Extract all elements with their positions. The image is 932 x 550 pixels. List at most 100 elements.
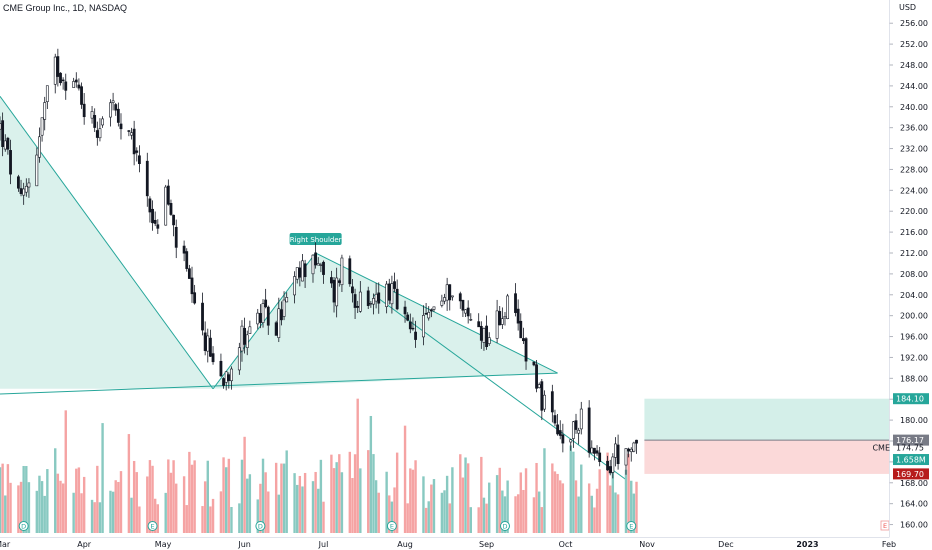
candle-body	[185, 251, 189, 269]
candle-body	[461, 299, 465, 311]
candle-body	[182, 245, 186, 254]
price-tick-label: 204.00	[900, 291, 928, 300]
last-close-label-bg	[893, 434, 929, 446]
candle-body	[330, 277, 333, 284]
volume-bar	[54, 448, 57, 533]
price-tick-label: 160.00	[900, 521, 928, 530]
candle-body	[274, 322, 278, 336]
candle-body	[322, 261, 325, 275]
candle-body	[95, 130, 99, 138]
candle-body	[516, 308, 520, 324]
candle-body	[393, 281, 396, 289]
volume-bar	[22, 465, 25, 533]
price-axis[interactable]: USD 256.00 252.00 248.00 244.00 240.00 236.00 2…	[889, 0, 929, 537]
candle-body	[627, 448, 631, 452]
candle-body	[624, 448, 628, 466]
candle-body	[190, 277, 194, 295]
candle-body	[243, 327, 247, 345]
volume-bar	[280, 463, 283, 533]
candle-body	[406, 314, 410, 321]
event-marker-label: E	[629, 523, 633, 531]
volume-bar	[498, 467, 501, 533]
volume-bar	[406, 503, 409, 533]
volume-bar	[595, 488, 599, 533]
volume-bar	[248, 474, 252, 533]
candle-body	[377, 292, 381, 304]
candle-body	[429, 309, 433, 312]
candle-body	[293, 276, 296, 296]
volume-bar	[314, 471, 317, 533]
volume-bar	[556, 473, 559, 533]
volume-bar	[464, 457, 467, 533]
candle-body	[45, 85, 49, 102]
volume-bar	[219, 491, 223, 533]
candle-body	[237, 347, 241, 371]
candle-body	[479, 325, 483, 341]
volume-bar	[322, 501, 325, 533]
volume-bar	[301, 486, 304, 533]
event-marker-label: D	[258, 523, 263, 531]
candle-body	[445, 284, 449, 301]
volume-label-bg	[893, 454, 929, 466]
volume-bar	[351, 478, 354, 533]
candle-body	[450, 295, 454, 298]
candle-body	[598, 452, 602, 462]
entry-price-label: 174.75	[896, 444, 924, 453]
volume-bar	[224, 467, 228, 533]
volume-bar	[445, 475, 449, 533]
candle-body	[222, 378, 225, 386]
candle-body	[80, 86, 83, 105]
candle-body	[606, 460, 609, 471]
candle-body	[593, 447, 596, 454]
volume-bar	[114, 480, 117, 533]
candle-body	[240, 325, 244, 352]
volume-bar	[90, 499, 94, 533]
candle-body	[319, 264, 323, 266]
candle-body	[280, 309, 283, 321]
volume-bar	[203, 481, 207, 533]
candle-body	[366, 290, 370, 306]
candle-body	[303, 263, 307, 278]
candle-body	[458, 293, 462, 302]
candle-body	[632, 442, 636, 452]
candle-body	[17, 176, 20, 189]
candle-body	[443, 297, 446, 302]
volume-bar	[451, 467, 454, 533]
volume-bar	[506, 480, 509, 533]
volume-bar	[466, 463, 470, 533]
candle-body	[111, 100, 115, 103]
candle-body	[348, 258, 352, 285]
time-axis[interactable]: Mar Apr May Jun Jul Aug Sep Oct Nov Dec 2023 Feb	[0, 537, 896, 550]
candle-body	[498, 311, 502, 326]
volume-bar	[319, 459, 323, 533]
time-tick-label: May	[155, 540, 172, 549]
volume-bar	[403, 425, 407, 533]
future-earnings-label: E	[883, 522, 887, 530]
time-tick-label: Jul	[318, 540, 329, 549]
candle-body	[503, 316, 507, 319]
volume-bar	[469, 507, 473, 533]
volume-bar	[40, 481, 44, 533]
candle-body	[127, 130, 131, 132]
price-tick-label: 256.00	[900, 19, 928, 28]
volume-bar	[238, 503, 241, 533]
volume-bar	[393, 487, 396, 533]
volume-bar	[98, 502, 102, 533]
position-zones	[644, 398, 889, 474]
volume-bar	[146, 476, 149, 533]
volume-bar	[480, 456, 483, 533]
candle-body	[230, 368, 233, 382]
volume-bar	[72, 492, 75, 533]
volume-bar	[482, 497, 486, 533]
volume-bar	[153, 498, 157, 533]
candle-body	[35, 154, 39, 187]
candle-body	[408, 321, 412, 330]
candle-body	[358, 291, 362, 312]
candle-body	[130, 132, 133, 136]
candle-body	[156, 224, 160, 229]
volume-bar	[35, 490, 39, 533]
volume-bar	[388, 495, 391, 533]
candle-body	[506, 295, 510, 319]
candle-body	[337, 280, 341, 283]
